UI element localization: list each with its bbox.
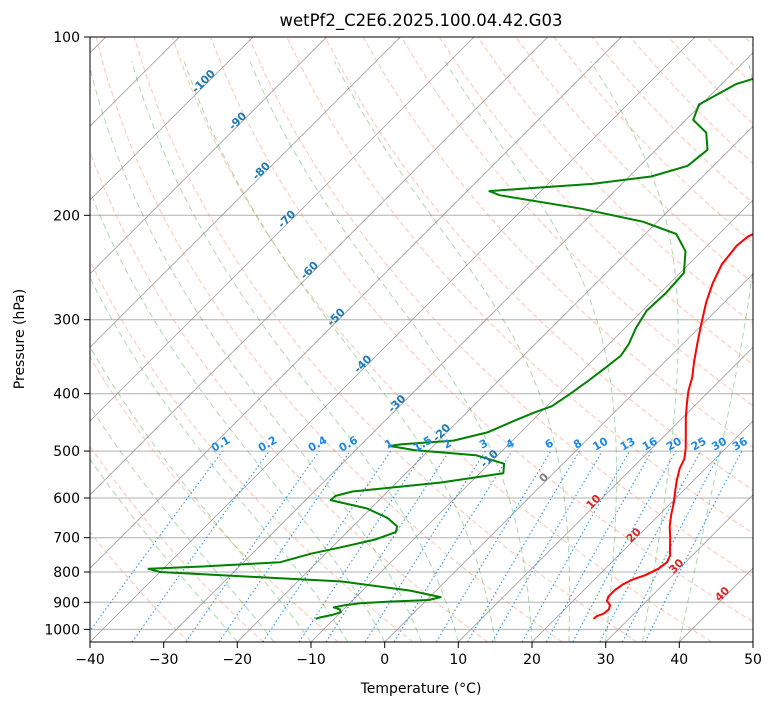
mixing-ratio-line <box>572 450 677 642</box>
y-tick-label: 500 <box>53 444 80 460</box>
y-axis: 100 200 300 400 500 600 700 800 900 1000 <box>44 30 90 638</box>
mixing-ratio-line <box>644 450 743 642</box>
x-tick-label: −30 <box>149 652 179 668</box>
x-tick-label: 10 <box>449 652 467 668</box>
moist-adiabat-line <box>90 458 238 642</box>
moist-adiabat-line <box>333 61 571 642</box>
x-tick-label: −20 <box>223 652 253 668</box>
isotherm-line <box>90 37 549 496</box>
y-tick-label: 900 <box>53 595 80 611</box>
moist-adiabat-line <box>90 345 312 642</box>
x-axis-label: Temperature (°C) <box>360 681 482 697</box>
x-axis: −40 −30 −20 −10 0 10 20 30 40 50 <box>75 642 762 668</box>
x-tick-label: 0 <box>380 652 389 668</box>
isotherm-line <box>384 273 753 642</box>
moist-adiabat-line <box>131 61 459 642</box>
mixing-ratio-line <box>393 450 513 642</box>
moist-adiabat-line <box>90 405 275 642</box>
y-tick-label: 1000 <box>44 622 80 638</box>
dry-adiabat-line <box>324 37 753 491</box>
isotherm-line <box>457 346 753 642</box>
y-tick-label: 300 <box>53 313 80 329</box>
temperature-line <box>592 233 753 620</box>
dry-adiabat-line <box>90 356 339 642</box>
y-tick-label: 100 <box>53 30 80 46</box>
mixing-ratio-line <box>262 450 392 642</box>
reference-lines <box>90 37 753 642</box>
x-tick-label: −40 <box>75 652 105 668</box>
mixing-ratio-line <box>325 450 450 642</box>
mixing-ratio-line <box>298 450 425 642</box>
plot-frame <box>89 36 754 643</box>
isotherm-line <box>90 37 622 569</box>
dry-adiabat-line <box>95 37 563 642</box>
y-tick-label: 700 <box>53 531 80 547</box>
dry-adiabat-line <box>248 37 753 578</box>
dewpoint-line <box>147 77 753 620</box>
dry-adiabat-line <box>133 37 638 642</box>
isotherm-line <box>236 125 753 642</box>
dry-adiabat-line <box>515 37 753 284</box>
mixing-ratio-line <box>521 450 630 642</box>
isotherm-line <box>90 37 696 642</box>
chart-title: wetPf2_C2E6.2025.100.04.42.G03 <box>279 11 562 31</box>
isotherm-line <box>90 37 328 275</box>
moist-adiabat-line <box>90 189 386 642</box>
mixing-ratio-line <box>185 450 320 642</box>
isotherm-line <box>90 37 475 422</box>
mixing-ratio-line <box>545 450 653 642</box>
mixing-ratio-line <box>131 450 270 642</box>
mixing-ratio-line <box>218 450 351 642</box>
moist-adiabat-line <box>678 61 753 642</box>
y-tick-label: 600 <box>53 491 80 507</box>
data-series <box>147 77 753 620</box>
x-tick-label: 30 <box>597 652 615 668</box>
y-tick-label: 400 <box>53 387 80 403</box>
y-tick-label: 200 <box>53 208 80 224</box>
x-tick-label: 50 <box>744 652 762 668</box>
dry-adiabat-line <box>438 37 753 366</box>
x-tick-label: −10 <box>296 652 326 668</box>
dry-adiabat-line <box>90 445 264 642</box>
moist-adiabat-line <box>249 61 533 642</box>
dry-adiabat-line <box>90 259 414 642</box>
y-axis-label: Pressure (hPa) <box>12 289 28 389</box>
dry-adiabat-line <box>400 37 753 407</box>
moist-adiabat-line <box>183 61 496 642</box>
x-tick-label: 40 <box>670 652 688 668</box>
isotherm-line <box>163 52 753 642</box>
y-tick-label: 800 <box>53 565 80 581</box>
isotherm-line <box>90 37 401 348</box>
dry-adiabat-line <box>171 37 712 642</box>
isotherm-line <box>531 420 753 642</box>
isotherm-line <box>310 199 753 642</box>
x-tick-label: 20 <box>523 652 541 668</box>
moist-adiabat-line <box>590 61 679 642</box>
isotherm-line <box>605 494 753 642</box>
dry-adiabat-line <box>210 37 753 623</box>
moist-adiabat-line <box>90 276 349 642</box>
mixing-ratio-line <box>90 450 223 632</box>
moist-adiabat-line <box>444 61 617 642</box>
isotherm-line <box>90 37 254 201</box>
dry-adiabat-line <box>90 531 190 642</box>
